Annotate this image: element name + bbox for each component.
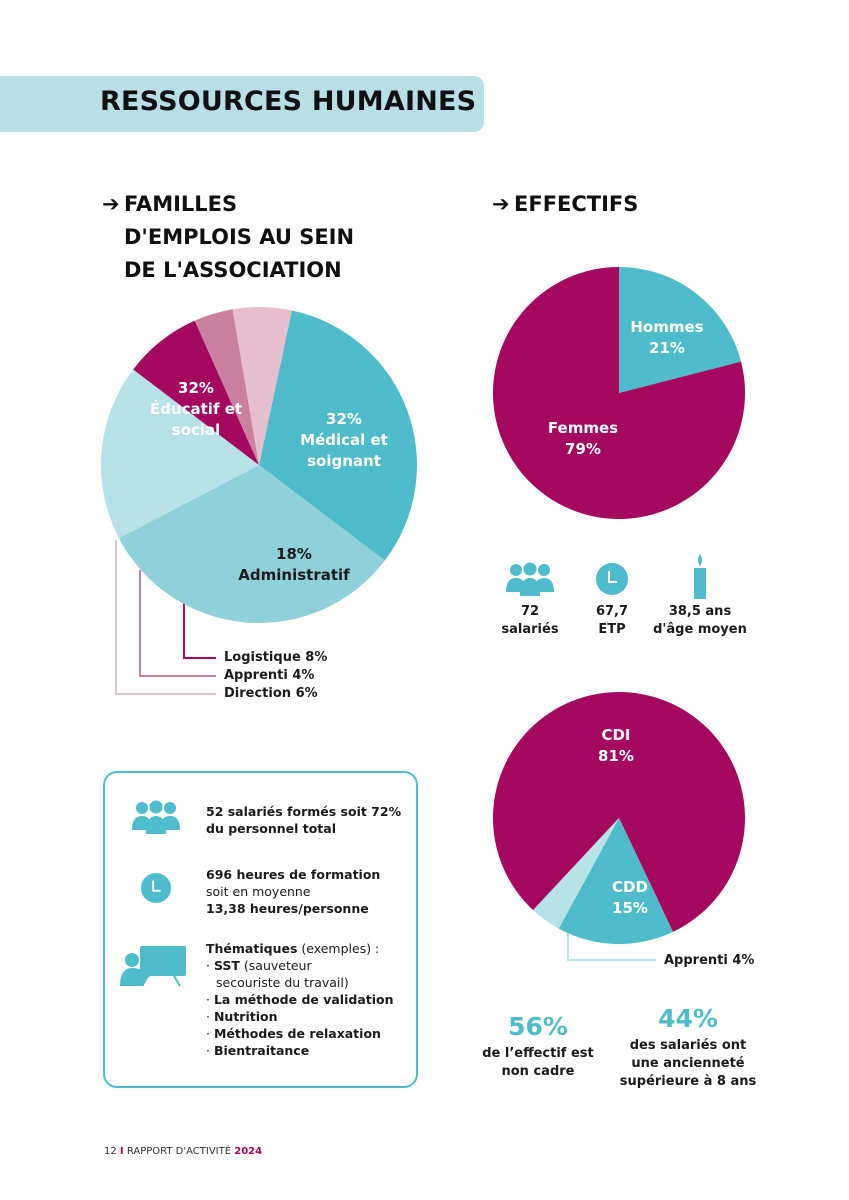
slice-label-logistique: Logistique 8% (224, 650, 328, 665)
pie-slice-cdi (493, 692, 745, 932)
slice-label-medical: 32% Médical et soignant (300, 410, 388, 470)
effectifs-title: ➔ EFFECTIFS (492, 188, 638, 221)
presentation-icon (120, 946, 186, 987)
pie-familles (101, 307, 418, 623)
slice-label-educatif: 32% Éducatif et social (149, 379, 243, 439)
pie-slice-direction (232, 307, 292, 465)
slice-label-administratif: 18% Administratif (238, 545, 350, 584)
stat-etp: 67,7 ETP (595, 604, 629, 637)
list-item: · Nutrition (206, 1009, 278, 1024)
list-item: · SST (sauveteur (206, 958, 312, 973)
pie-slice-apprenti (533, 818, 619, 929)
slice-label-femmes: Femmes 79% (547, 419, 619, 458)
slice-label-cdd: CDD 15% (612, 878, 648, 917)
pie-slice-cdd (558, 818, 674, 944)
stat-anciennete: 44% des salariés ont une ancienneté supéri… (619, 1004, 757, 1089)
slice-label-apprenti: Apprenti 4% (224, 668, 315, 683)
leader-line-apprenti-contrat (567, 928, 656, 961)
page-footer: 12 I RAPPORT D'ACTIVITÉ 2024 (104, 1146, 263, 1157)
stat-non-cadre: 56% de l’effectif est non cadre (482, 1012, 594, 1079)
familles-title: ➔ FAMILLES D'EMPLOIS AU SEIN DE L'ASSOCIA… (102, 188, 354, 287)
slice-label-apprenti-contrat: Apprenti 4% (664, 953, 755, 968)
pie-contrats (493, 692, 745, 944)
pie-slice-femmes (493, 267, 746, 519)
clock-icon (596, 563, 628, 595)
pie-slice-éducatif-et-social (259, 310, 418, 561)
arrow-right-icon: ➔ (102, 192, 120, 216)
title-banner (0, 76, 484, 132)
list-item: · Méthodes de relaxation (206, 1026, 381, 1041)
list-item: secouriste du travail) (216, 975, 349, 990)
candle-icon (694, 554, 706, 599)
formation-item-heures: 696 heures de formation soit en moyenne … (206, 867, 381, 916)
clock-icon (140, 872, 172, 904)
slice-label-cdi: CDI 81% (598, 726, 634, 765)
formation-item-salaries: 52 salariés formés soit 72% du personnel… (206, 804, 402, 836)
list-item: · Bientraitance (206, 1043, 310, 1058)
leader-line-logistique (183, 600, 216, 659)
pie-slice-apprenti (194, 309, 259, 465)
formation-box (103, 771, 418, 1088)
arrow-right-icon: ➔ (492, 192, 510, 216)
pie-slice-logistique (133, 320, 259, 465)
stat-salaries: 72 salariés (501, 604, 559, 637)
pie-effectifs-genre (493, 267, 746, 519)
people-icon (132, 800, 180, 834)
people-icon (506, 562, 554, 596)
pie-slice-médical-et-soignant (118, 465, 385, 623)
stat-age: 38,5 ans d'âge moyen (653, 604, 747, 637)
formation-thematiques: Thématiques (exemples) : · SST (sauveteu… (206, 940, 411, 1059)
page-number: 12 (104, 1146, 117, 1157)
pie-slice-administratif (101, 369, 260, 539)
leader-line-direction (115, 540, 216, 695)
list-item: · La méthode de validation (206, 992, 394, 1007)
leader-line-apprenti (139, 570, 216, 677)
page-title: RESSOURCES HUMAINES (100, 86, 477, 117)
slice-label-direction: Direction 6% (224, 686, 318, 701)
pie-slice-hommes (619, 267, 742, 393)
slice-label-hommes: Hommes 21% (630, 318, 704, 357)
